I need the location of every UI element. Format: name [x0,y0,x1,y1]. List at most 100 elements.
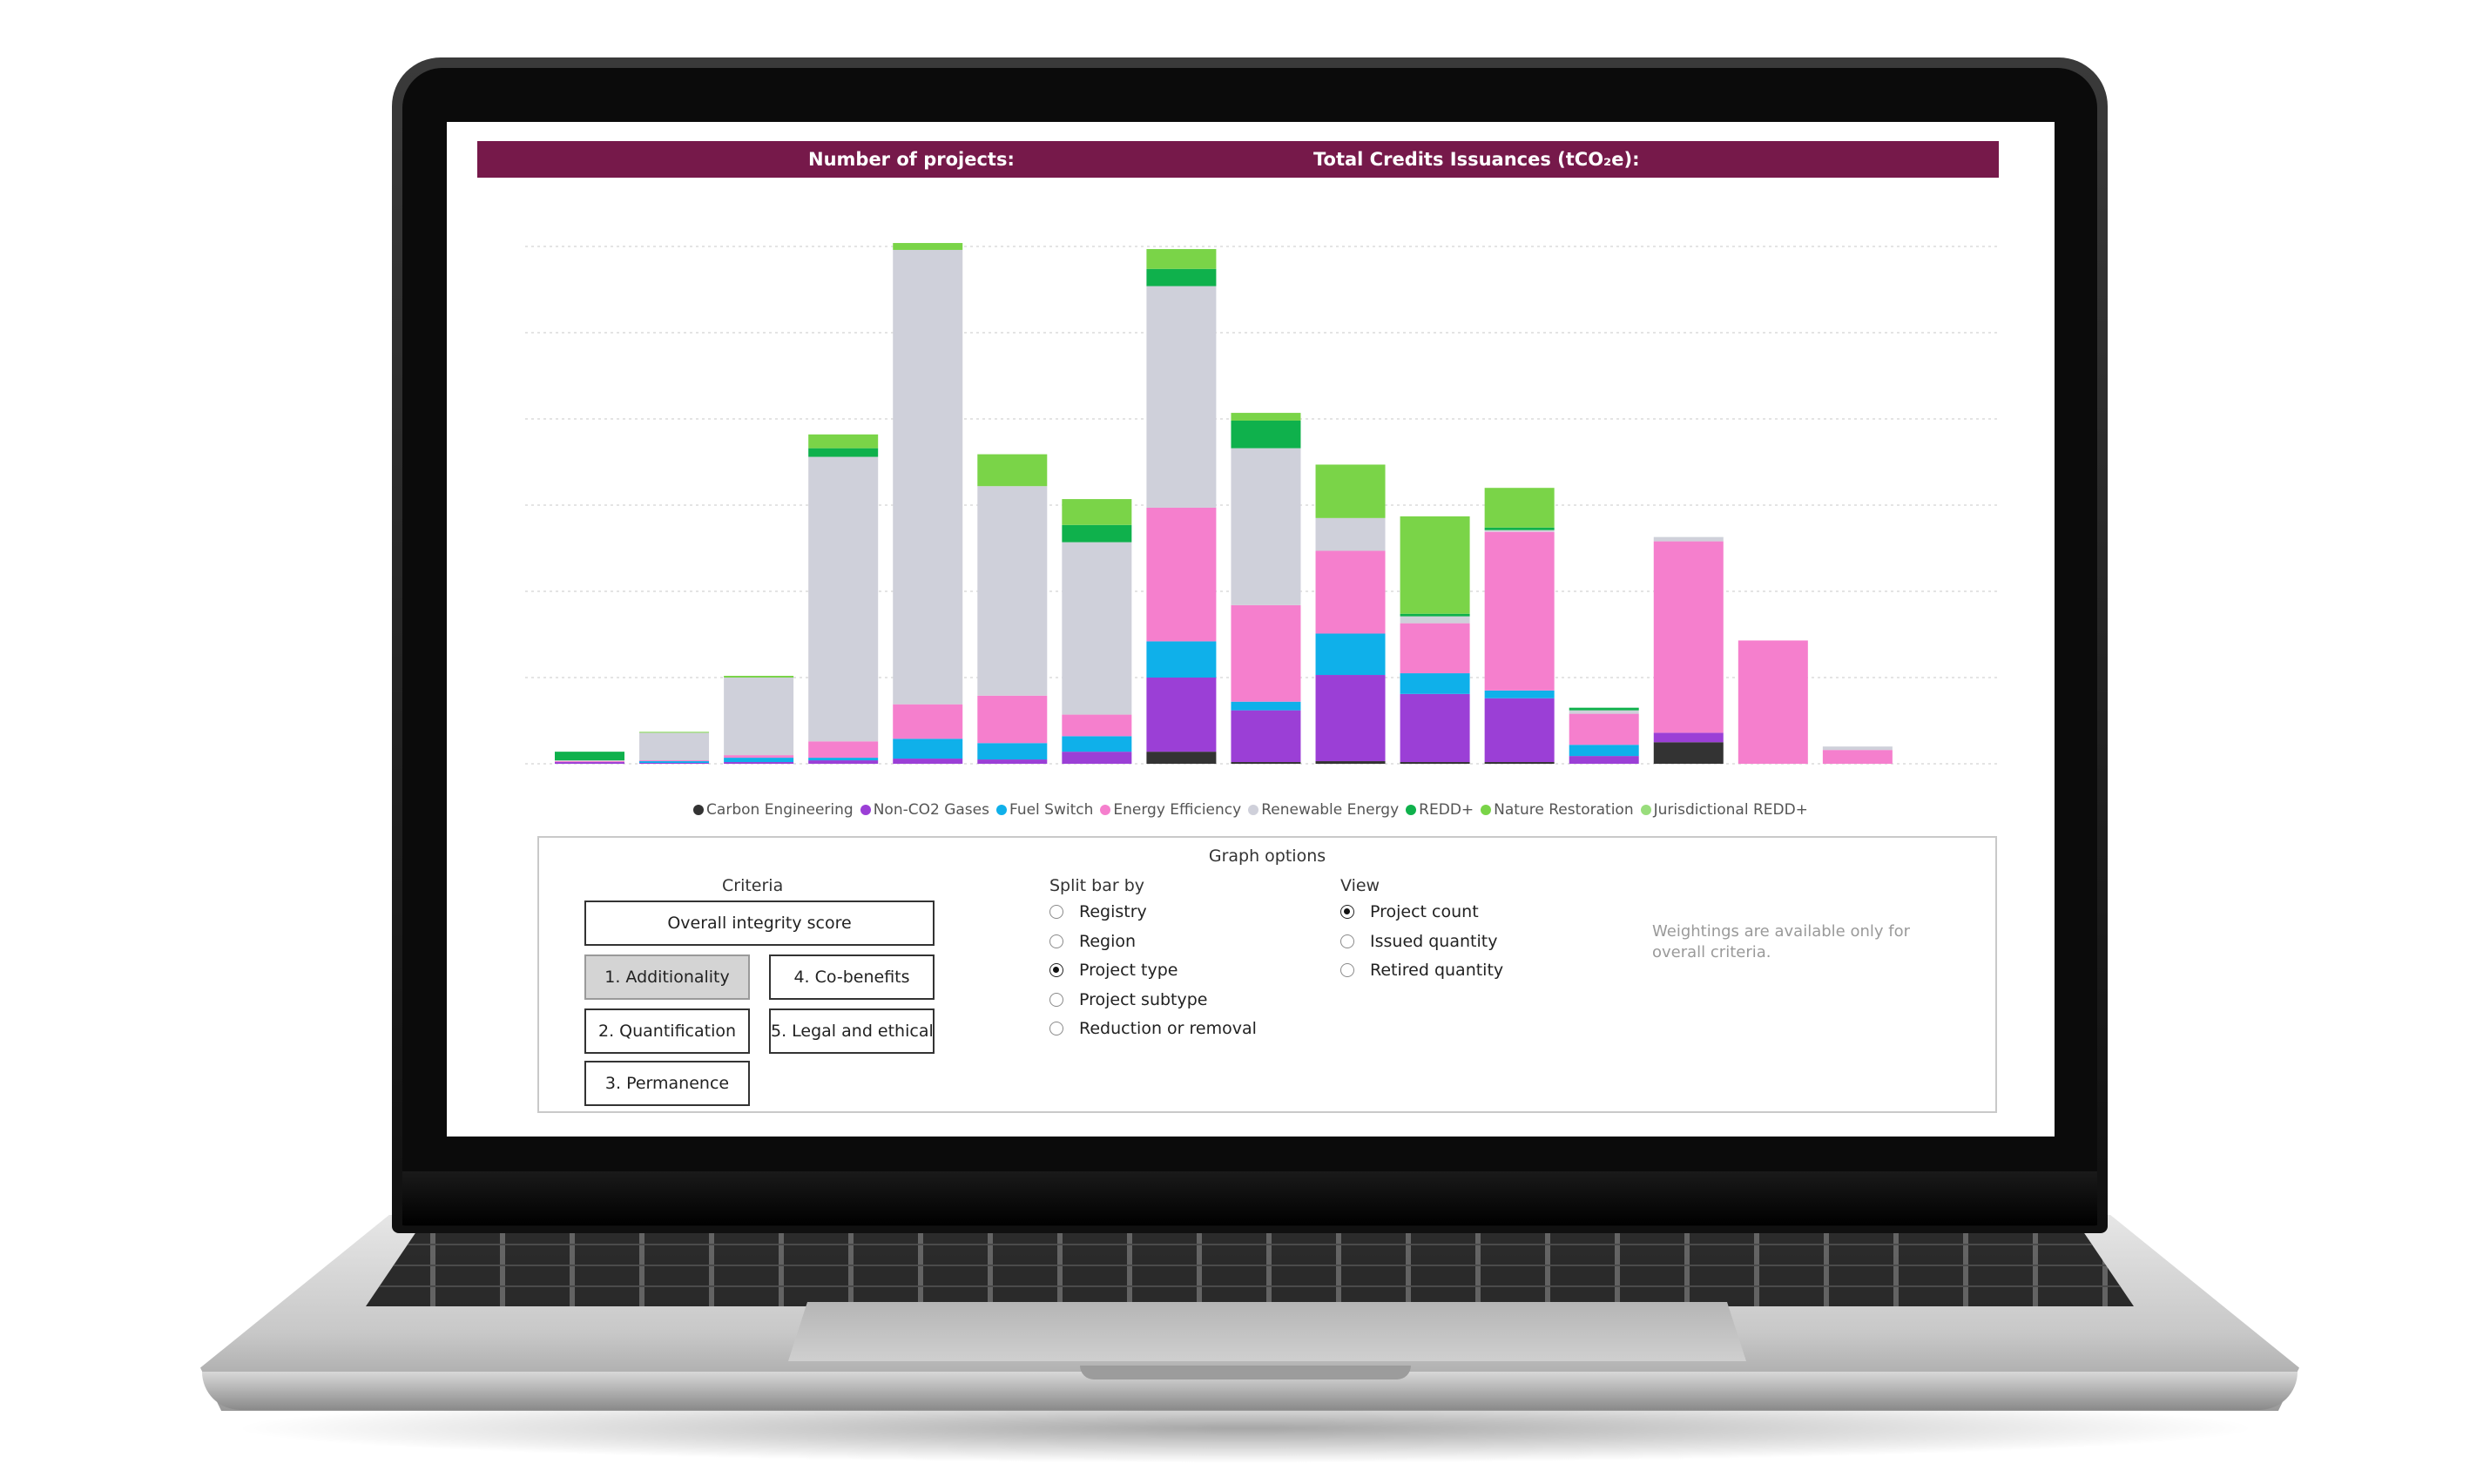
radio-option-project-count[interactable]: Project count [1340,902,1479,921]
bar-segment-nature-restoration-11[interactable] [1400,516,1470,614]
radio-option-issued-quantity[interactable]: Issued quantity [1340,932,1497,951]
bar-segment-energy-efficiency-10[interactable] [1316,550,1386,633]
quantification-button[interactable]: 2. Quantification [584,1008,750,1054]
bar-segment-fuel-switch-13[interactable] [1569,745,1639,756]
bar-segment-energy-efficiency-5[interactable] [893,705,962,739]
bar-segment-renewable-energy-1[interactable] [555,760,624,761]
bar-segment-non-co2-gases-13[interactable] [1569,756,1639,764]
legend-item-non-co2-gases[interactable]: Non-CO2 Gases [860,801,989,819]
additionality-button[interactable]: 1. Additionality [584,954,750,1000]
bar-segment-fuel-switch-2[interactable] [639,761,709,763]
bar-segment-fuel-switch-9[interactable] [1231,702,1300,711]
bar-segment-nature-restoration-9[interactable] [1231,413,1300,421]
radio-option-project-type[interactable]: Project type [1049,961,1178,980]
bar-segment-renewable-energy-14[interactable] [1654,537,1724,542]
bar-segment-energy-efficiency-12[interactable] [1485,532,1555,691]
bar-segment-non-co2-gases-1[interactable] [555,762,624,764]
bar-segment-non-co2-gases-8[interactable] [1146,678,1216,752]
bar-segment-nature-restoration-6[interactable] [977,455,1047,487]
bar-segment-renewable-energy-16[interactable] [1823,746,1893,750]
radio-option-region[interactable]: Region [1049,932,1136,951]
bar-segment-carbon-engineering-14[interactable] [1654,742,1724,764]
bar-segment-renewable-energy-2[interactable] [639,732,709,760]
bar-segment-energy-efficiency-3[interactable] [724,755,793,758]
bar-segment-fuel-switch-12[interactable] [1485,691,1555,698]
bar-segment-fuel-switch-6[interactable] [977,743,1047,759]
radio-button-icon[interactable] [1340,905,1354,919]
bar-segment-non-co2-gases-3[interactable] [724,762,793,764]
bar-segment-fuel-switch-7[interactable] [1062,736,1131,752]
bar-segment-energy-efficiency-7[interactable] [1062,715,1131,737]
bar-segment-renewable-energy-4[interactable] [808,457,878,742]
bar-segment-carbon-engineering-8[interactable] [1146,752,1216,764]
radio-option-retired-quantity[interactable]: Retired quantity [1340,961,1503,980]
bar-segment-energy-efficiency-6[interactable] [977,696,1047,743]
bar-segment-renewable-energy-7[interactable] [1062,543,1131,715]
bar-segment-renewable-energy-6[interactable] [977,486,1047,696]
permanence-button[interactable]: 3. Permanence [584,1061,750,1106]
legend-item-jurisdictional-redd-[interactable]: Jurisdictional REDD+ [1641,801,1808,819]
bar-segment-redd--9[interactable] [1231,421,1300,449]
bar-segment-non-co2-gases-14[interactable] [1654,732,1724,742]
radio-option-registry[interactable]: Registry [1049,902,1147,921]
bar-segment-nature-restoration-8[interactable] [1146,249,1216,269]
bar-segment-energy-efficiency-8[interactable] [1146,508,1216,641]
bar-segment-non-co2-gases-12[interactable] [1485,698,1555,762]
bar-segment-nature-restoration-10[interactable] [1316,464,1386,517]
bar-segment-nature-restoration-3[interactable] [724,676,793,678]
bar-segment-renewable-energy-12[interactable] [1485,530,1555,532]
radio-button-icon[interactable] [1049,905,1063,919]
bar-segment-nature-restoration-5[interactable] [893,243,962,250]
bar-segment-renewable-energy-10[interactable] [1316,518,1386,551]
bar-segment-nature-restoration-7[interactable] [1062,499,1131,525]
bar-segment-redd--4[interactable] [808,449,878,457]
bar-segment-energy-efficiency-13[interactable] [1569,714,1639,745]
bar-segment-renewable-energy-11[interactable] [1400,617,1470,624]
legend-item-redd-[interactable]: REDD+ [1406,801,1474,819]
bar-segment-redd--12[interactable] [1485,528,1555,530]
radio-button-icon[interactable] [1049,934,1063,948]
bar-segment-renewable-energy-3[interactable] [724,678,793,755]
bar-segment-redd--13[interactable] [1569,708,1639,711]
bar-segment-renewable-energy-9[interactable] [1231,449,1300,605]
bar-segment-fuel-switch-4[interactable] [808,758,878,760]
bar-segment-non-co2-gases-5[interactable] [893,759,962,764]
bar-segment-energy-efficiency-4[interactable] [808,741,878,758]
radio-button-icon[interactable] [1340,934,1354,948]
bar-segment-fuel-switch-10[interactable] [1316,634,1386,676]
radio-button-icon[interactable] [1049,963,1063,977]
bar-segment-energy-efficiency-16[interactable] [1823,750,1893,764]
bar-segment-energy-efficiency-14[interactable] [1654,542,1724,733]
bar-segment-renewable-energy-8[interactable] [1146,287,1216,508]
bar-segment-carbon-engineering-11[interactable] [1400,762,1470,764]
bar-segment-non-co2-gases-11[interactable] [1400,694,1470,762]
bar-segment-non-co2-gases-2[interactable] [639,763,709,764]
radio-option-project-subtype[interactable]: Project subtype [1049,990,1208,1009]
legend-item-renewable-energy[interactable]: Renewable Energy [1248,801,1399,819]
bar-segment-fuel-switch-3[interactable] [724,758,793,762]
legal-ethical-button[interactable]: 5. Legal and ethical [769,1008,935,1054]
bar-segment-non-co2-gases-7[interactable] [1062,752,1131,764]
legend-item-fuel-switch[interactable]: Fuel Switch [996,801,1093,819]
bar-segment-energy-efficiency-15[interactable] [1738,640,1808,764]
radio-button-icon[interactable] [1049,1022,1063,1035]
bar-segment-non-co2-gases-10[interactable] [1316,675,1386,761]
bar-segment-nature-restoration-4[interactable] [808,435,878,449]
bar-segment-energy-efficiency-11[interactable] [1400,624,1470,673]
radio-option-reduction-or-removal[interactable]: Reduction or removal [1049,1019,1257,1038]
bar-segment-energy-efficiency-2[interactable] [639,760,709,761]
bar-segment-renewable-energy-13[interactable] [1569,711,1639,714]
co-benefits-button[interactable]: 4. Co-benefits [769,954,935,1000]
bar-segment-non-co2-gases-4[interactable] [808,760,878,764]
legend-item-carbon-engineering[interactable]: Carbon Engineering [693,801,854,819]
bar-segment-energy-efficiency-1[interactable] [555,761,624,762]
bar-segment-redd--1[interactable] [555,752,624,760]
radio-button-icon[interactable] [1340,963,1354,977]
bar-segment-fuel-switch-11[interactable] [1400,673,1470,694]
bar-segment-carbon-engineering-10[interactable] [1316,761,1386,764]
bar-segment-renewable-energy-5[interactable] [893,250,962,705]
legend-item-nature-restoration[interactable]: Nature Restoration [1481,801,1633,819]
bar-segment-fuel-switch-5[interactable] [893,739,962,759]
bar-segment-carbon-engineering-9[interactable] [1231,762,1300,764]
overall-integrity-button[interactable]: Overall integrity score [584,901,935,946]
